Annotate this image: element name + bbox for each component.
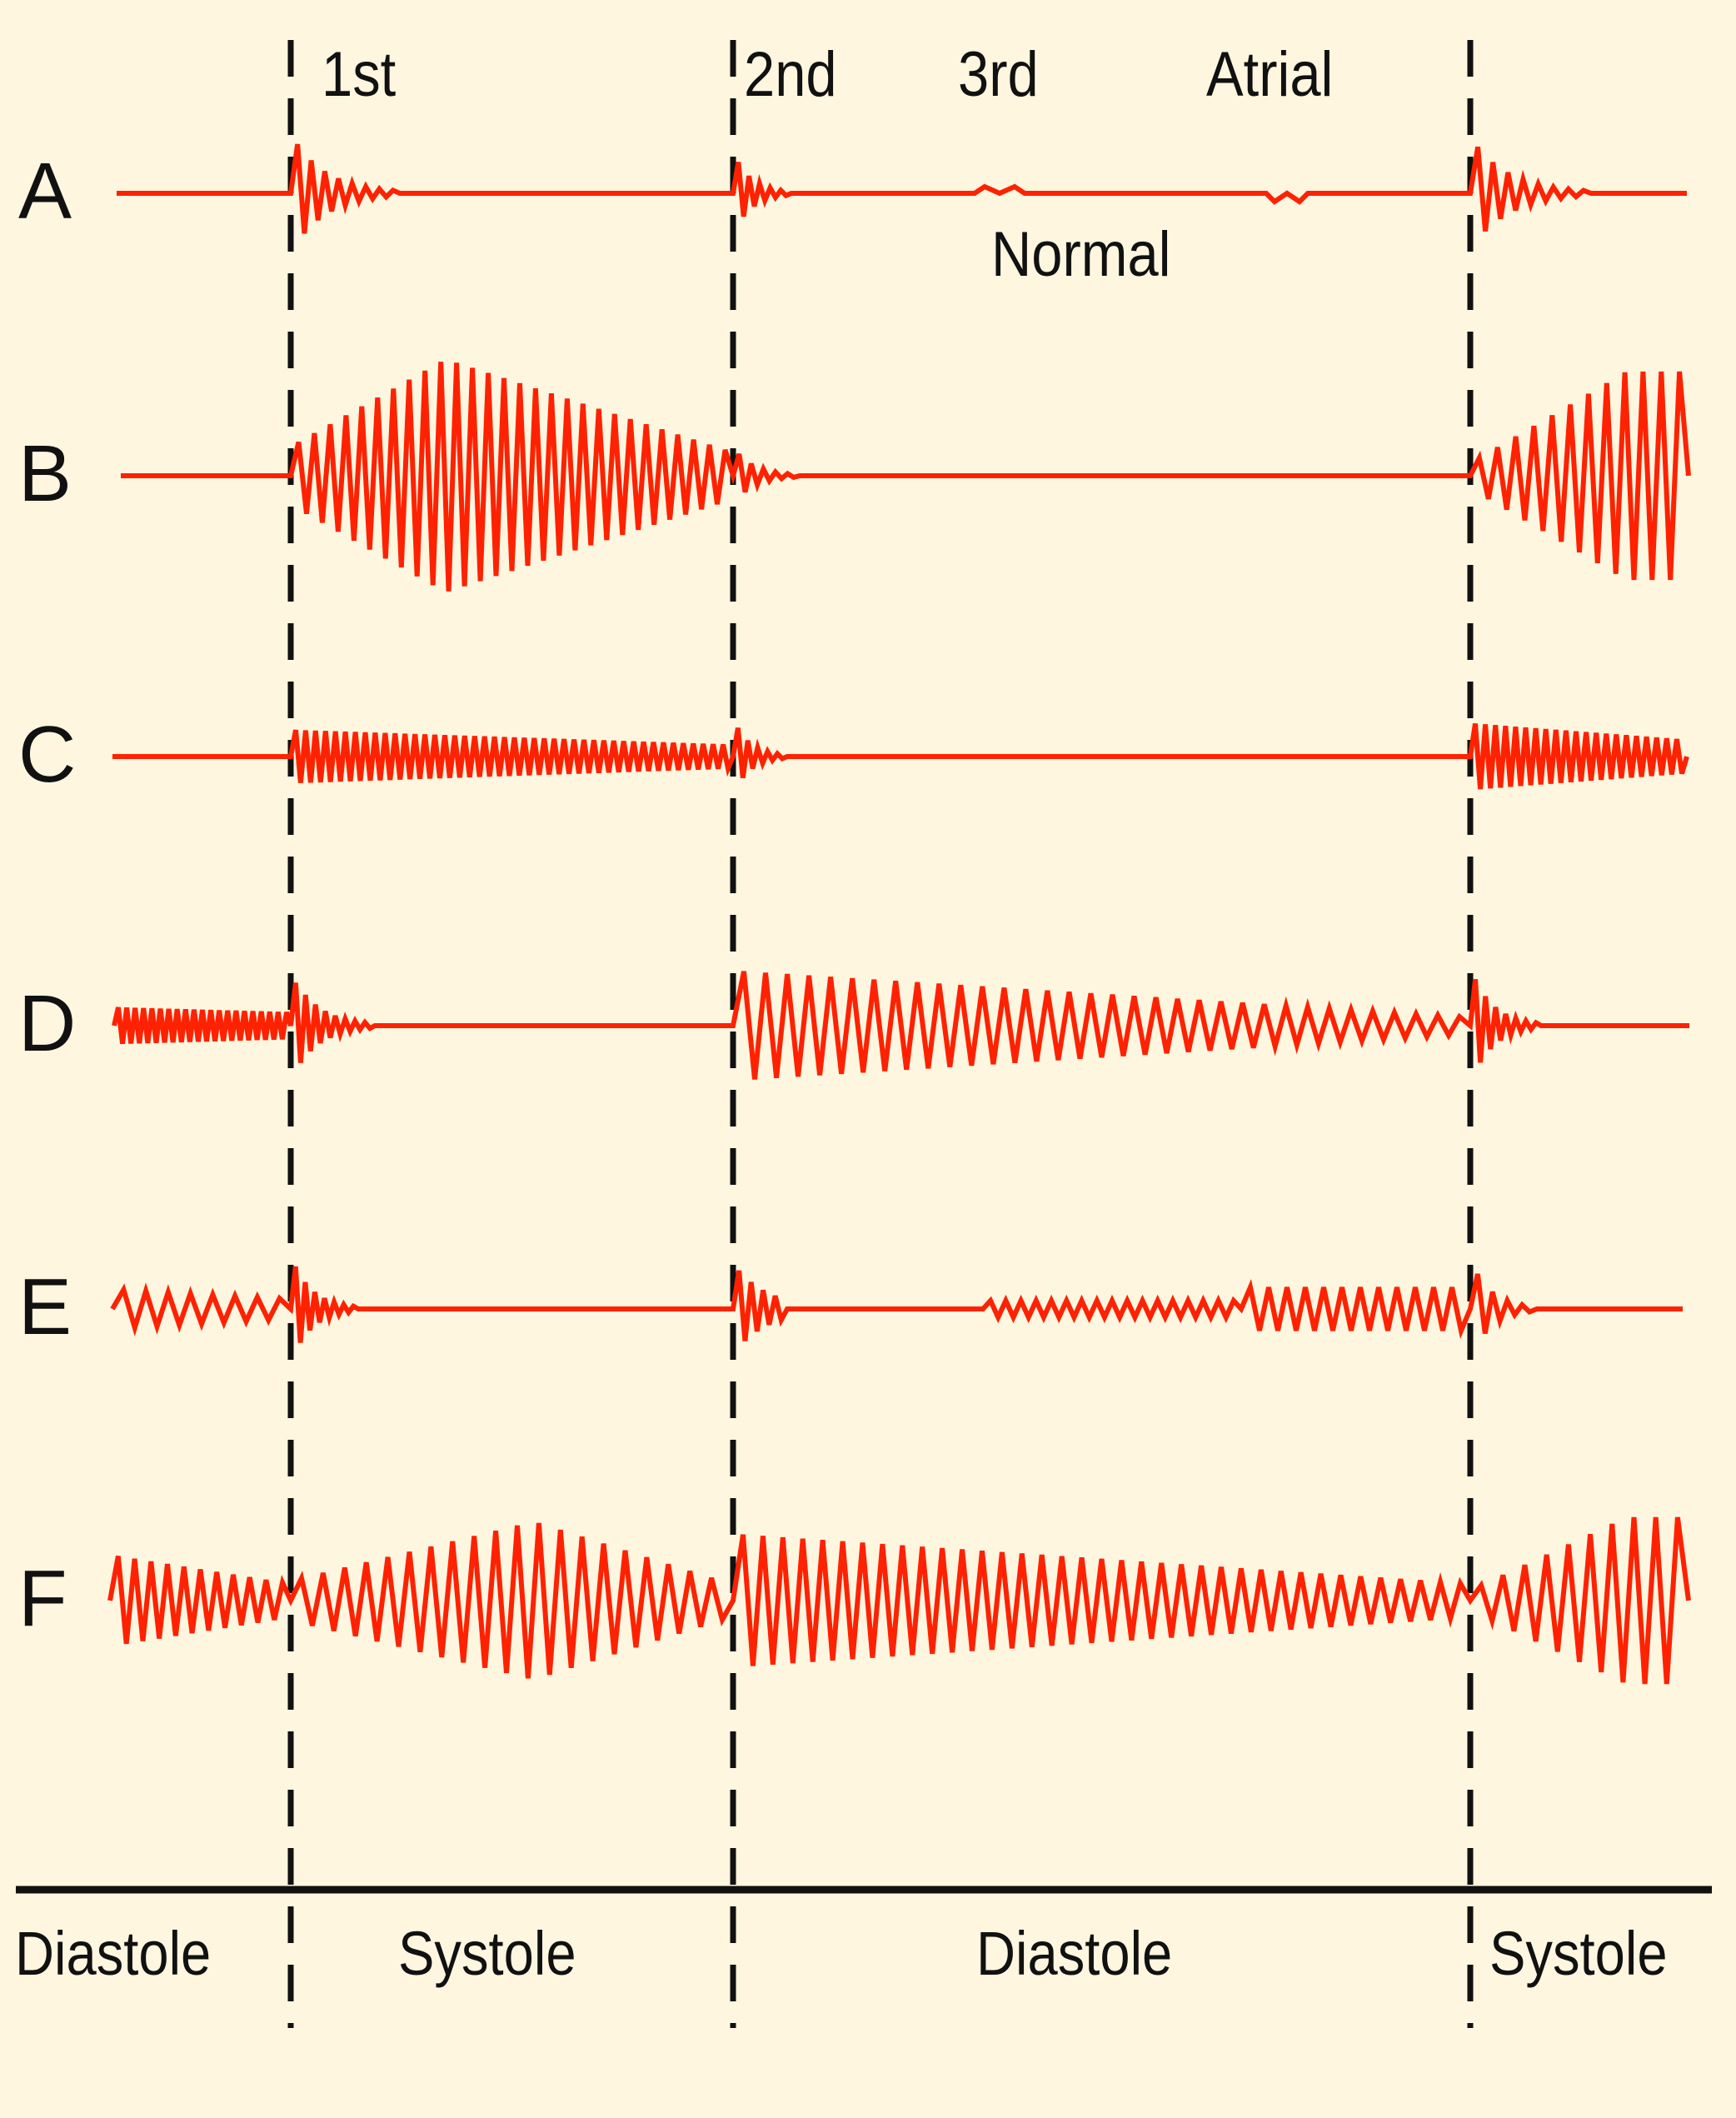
phase-label-diastole-1: Diastole xyxy=(15,1919,212,1988)
row-label-f: F xyxy=(18,1554,67,1643)
waveform-row-a xyxy=(117,143,1687,234)
row-label-c: C xyxy=(18,710,77,799)
event-label-third-sound: 3rd xyxy=(958,39,1039,110)
event-label-atrial-sound: Atrial xyxy=(1206,39,1334,110)
phase-label-systole-2: Systole xyxy=(1489,1919,1668,1988)
row-label-a: A xyxy=(18,147,72,236)
normal-annotation: Normal xyxy=(991,219,1171,290)
row-label-b: B xyxy=(18,429,72,518)
waveform-row-c xyxy=(112,723,1689,790)
event-label-second-sound: 2nd xyxy=(744,39,837,110)
phase-label-systole-1: Systole xyxy=(398,1919,576,1988)
phase-dividers xyxy=(287,40,1474,2028)
waveform-row-b xyxy=(121,362,1691,592)
waveform-row-d xyxy=(112,971,1689,1080)
row-label-d: D xyxy=(18,979,77,1068)
row-label-e: E xyxy=(18,1262,72,1351)
waveform-traces xyxy=(107,143,1691,1685)
event-label-first-sound: 1st xyxy=(322,39,397,110)
phase-label-diastole-2: Diastole xyxy=(976,1919,1173,1988)
waveform-row-f xyxy=(107,1516,1691,1685)
waveform-row-e xyxy=(110,1266,1683,1343)
